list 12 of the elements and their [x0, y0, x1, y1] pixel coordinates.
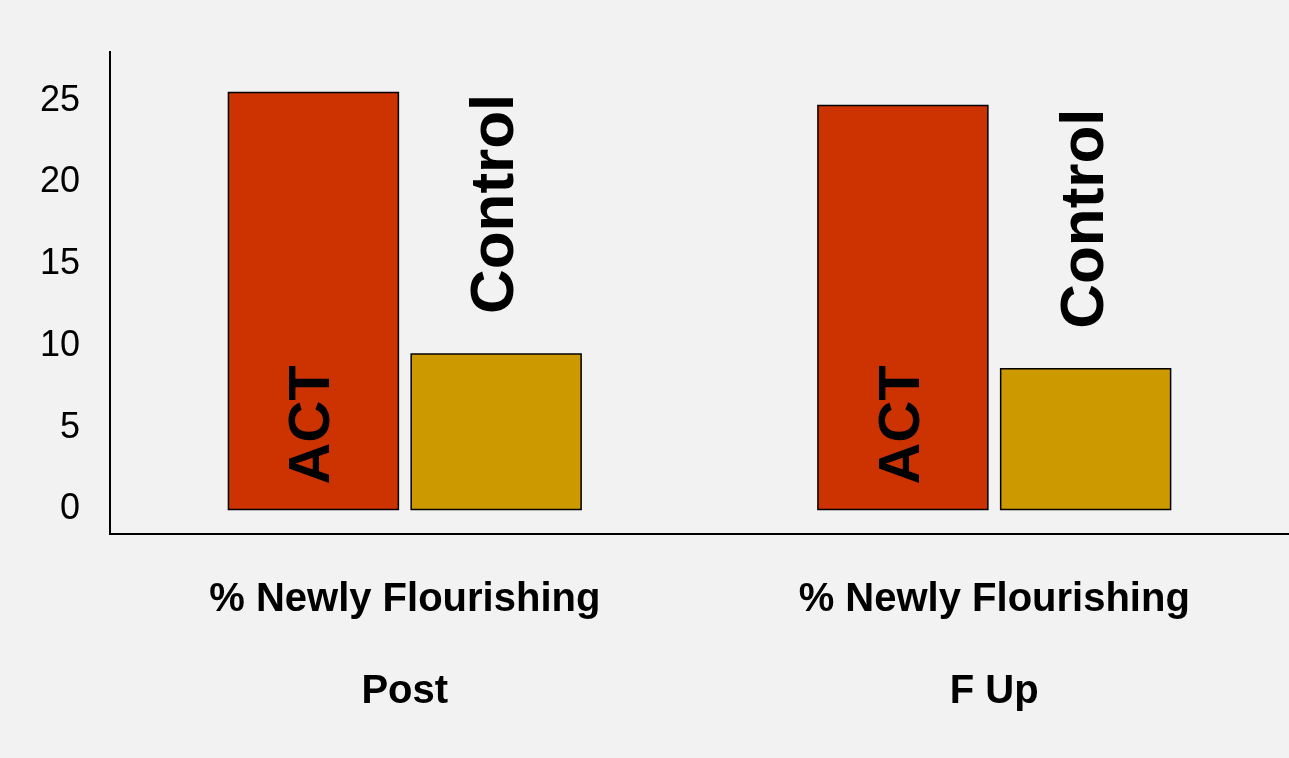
y-tick-label: 20: [40, 159, 81, 201]
y-tick-label: 5: [60, 404, 81, 446]
y-tick-label: 0: [60, 486, 81, 528]
y-tick-label: 10: [40, 322, 81, 364]
y-tick-label: 15: [40, 241, 81, 283]
text: Control: [1046, 108, 1116, 329]
y-tick-label: 25: [40, 77, 81, 119]
text: Control: [457, 93, 527, 315]
category-label: % Newly Flourishing Post: [209, 575, 601, 712]
series-label: ACT: [276, 365, 342, 485]
text: ACT: [865, 365, 931, 485]
category-label: % Newly Flourishing F Up: [798, 575, 1190, 712]
